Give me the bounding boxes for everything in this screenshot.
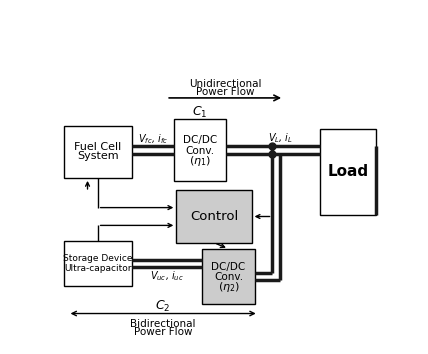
Text: $V_{fc}$, $i_{fc}$: $V_{fc}$, $i_{fc}$	[138, 133, 168, 147]
Text: Power Flow: Power Flow	[134, 327, 193, 337]
Bar	[64, 126, 131, 178]
Text: Unidirectional: Unidirectional	[189, 79, 262, 89]
Text: Conv.: Conv.	[214, 272, 243, 282]
Text: $V_L$, $i_L$: $V_L$, $i_L$	[268, 131, 294, 145]
Text: Storage Device: Storage Device	[63, 253, 132, 263]
Text: Power Flow: Power Flow	[196, 87, 254, 97]
Text: Control: Control	[190, 210, 238, 223]
Text: System: System	[77, 152, 119, 161]
Text: $C_2$: $C_2$	[155, 299, 171, 314]
Text: $C_1$: $C_1$	[192, 105, 208, 120]
Text: Load: Load	[327, 164, 369, 179]
Text: Fuel Cell: Fuel Cell	[74, 142, 121, 152]
Bar	[202, 249, 255, 304]
Bar	[64, 241, 131, 286]
Bar	[320, 129, 376, 215]
Text: $V_{uc}$, $i_{uc}$: $V_{uc}$, $i_{uc}$	[150, 270, 184, 284]
Text: Conv.: Conv.	[185, 146, 215, 156]
Bar	[176, 190, 252, 243]
Text: Ultra-capacitor: Ultra-capacitor	[64, 264, 131, 273]
Text: Bidirectional: Bidirectional	[131, 319, 196, 329]
Bar	[174, 120, 226, 181]
Text: DC/DC: DC/DC	[183, 135, 217, 145]
Text: DC/DC: DC/DC	[211, 262, 246, 272]
Text: ($\eta_1$): ($\eta_1$)	[189, 154, 211, 168]
Text: ($\eta_2$): ($\eta_2$)	[217, 280, 240, 294]
